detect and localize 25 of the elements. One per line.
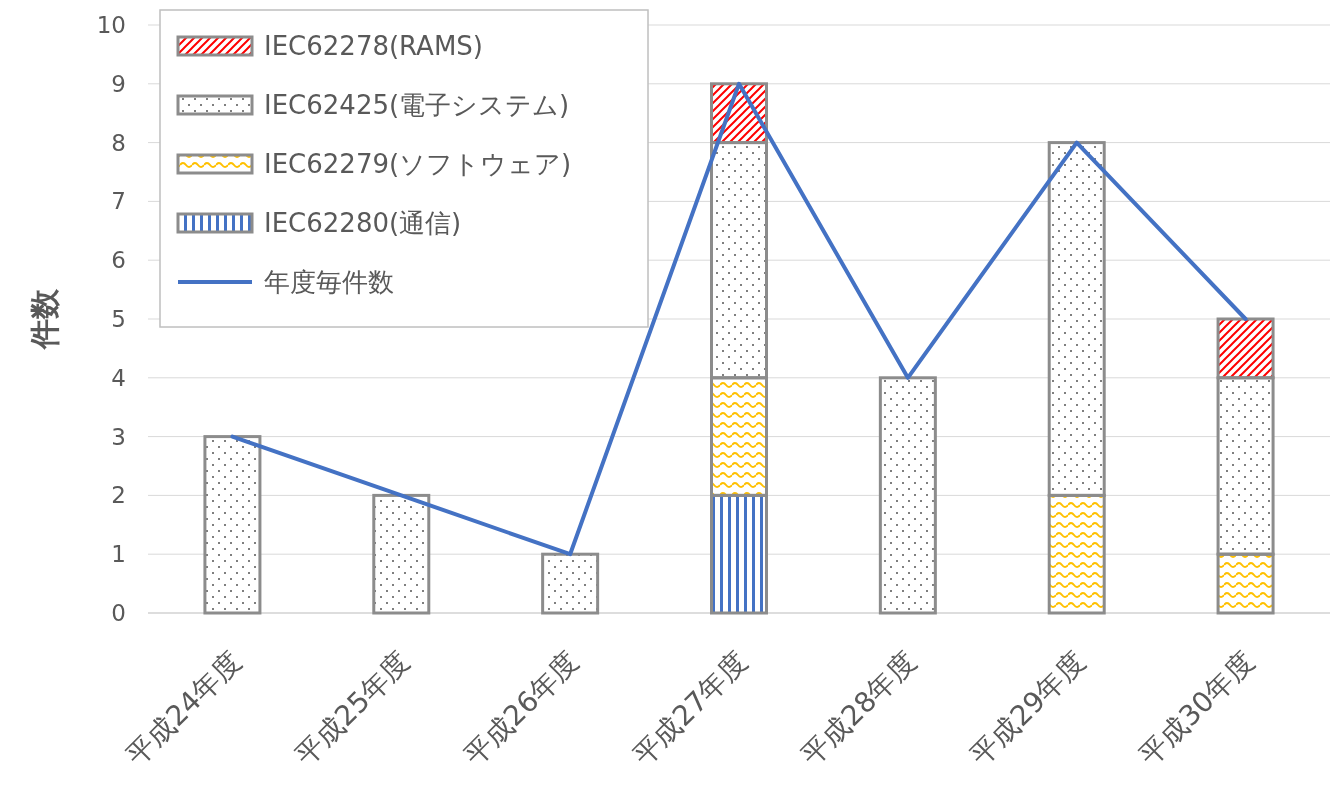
y-tick-label: 10: [96, 12, 126, 38]
x-tick-label: 平成30年度: [1132, 644, 1261, 773]
y-tick-label: 3: [111, 423, 126, 450]
x-tick-label: 平成25年度: [288, 644, 417, 773]
legend-label: IEC62279(ソフトウェア): [264, 149, 572, 179]
x-tick-label: 平成24年度: [119, 644, 248, 773]
x-tick-label: 平成26年度: [457, 644, 586, 773]
y-tick-label: 7: [111, 188, 126, 215]
x-tick-label: 平成29年度: [963, 644, 1092, 773]
y-tick-label: 9: [111, 70, 126, 97]
y-tick-label: 1: [111, 541, 126, 568]
line-series: [230, 81, 1248, 557]
y-tick-label: 6: [111, 247, 126, 274]
x-tick-label: 平成28年度: [795, 644, 923, 773]
y-tick-label: 2: [111, 482, 126, 509]
y-tick-label: 5: [111, 306, 126, 332]
y-axis-title: 件数: [27, 288, 62, 350]
legend-label: IEC62425(電子システム): [264, 90, 570, 120]
y-tick-label: 8: [111, 129, 126, 156]
legend-label: 年度毎件数: [264, 267, 394, 297]
y-tick-label: 0: [111, 600, 126, 626]
legend-label: IEC62280(通信): [264, 208, 462, 238]
legend-label: IEC62278(RAMS): [264, 31, 483, 61]
y-tick-label: 4: [111, 364, 126, 391]
x-tick-label: 平成27年度: [626, 644, 754, 773]
